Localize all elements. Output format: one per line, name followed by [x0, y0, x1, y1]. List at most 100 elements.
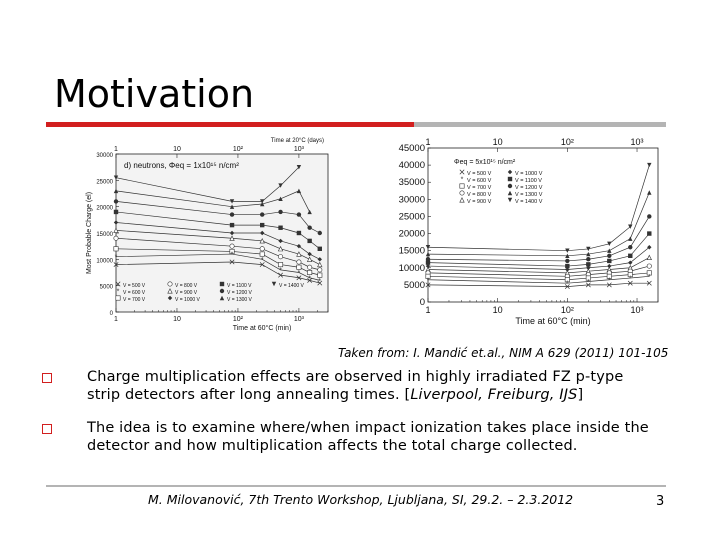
data-point	[278, 254, 284, 260]
legend-marker	[115, 281, 121, 287]
data-point	[628, 224, 633, 229]
data-point	[317, 257, 322, 262]
data-point	[628, 253, 633, 258]
figure-left-chart: 0 5000 10000 15000 20000 25000 30000 1 1 10 10 10² 1…	[82, 136, 334, 340]
data-point	[307, 238, 312, 244]
data-point	[606, 273, 612, 279]
data-point	[296, 264, 302, 270]
series-line	[427, 233, 650, 267]
data-point	[260, 230, 265, 236]
data-point	[317, 230, 322, 236]
top-x-tick-label: 10²	[561, 137, 574, 147]
data-point	[646, 270, 652, 276]
data-point	[425, 263, 431, 269]
legend-entry: V = 1000 V	[175, 297, 201, 303]
y-tick-label: 5000	[100, 285, 114, 291]
x-axis-label: Time at 60°C (min)	[233, 324, 292, 332]
data-point	[425, 245, 431, 250]
legend-entry: V = 800 V	[175, 283, 198, 289]
data-point: *	[427, 277, 430, 284]
data-point	[425, 251, 431, 257]
data-point	[627, 280, 633, 286]
data-point	[296, 251, 302, 257]
series-line	[115, 253, 320, 281]
data-point: *	[298, 270, 301, 277]
data-point	[259, 262, 265, 268]
data-point	[586, 246, 591, 252]
data-point	[565, 253, 570, 258]
y-tick-label: 20000	[399, 229, 425, 240]
data-point	[296, 164, 302, 170]
data-point	[229, 212, 235, 217]
data-point	[296, 188, 302, 194]
data-point	[647, 231, 652, 236]
series-line	[427, 282, 650, 287]
x-tick-label: 10	[493, 305, 503, 315]
data-point	[646, 280, 652, 286]
data-point	[278, 183, 283, 188]
series-line	[427, 246, 650, 270]
data-point: *	[261, 257, 264, 264]
data-point	[306, 256, 313, 262]
data-point	[647, 214, 652, 219]
top-x-tick-label: 10	[493, 137, 503, 147]
data-point	[647, 162, 652, 168]
x-tick-label: 1	[425, 305, 430, 315]
data-point	[585, 282, 591, 288]
data-point	[425, 282, 431, 288]
data-point	[317, 280, 323, 286]
bullet-1-end: ]	[577, 387, 584, 403]
y-tick-label: 35000	[399, 177, 425, 188]
bullet-text-2: The idea is to examine where/when impact…	[87, 419, 677, 455]
y-tick-label: 0	[110, 311, 114, 317]
top-x-tick-label: 10²	[233, 146, 244, 153]
legend-marker	[219, 281, 225, 287]
bullet-text-1: Charge multiplication effects are observ…	[87, 368, 677, 404]
data-point	[229, 259, 235, 265]
data-point	[607, 248, 612, 253]
data-point: *	[231, 252, 234, 259]
legend-entry: V = 1300 V	[227, 297, 253, 303]
data-point	[564, 284, 570, 290]
legend-marker	[167, 281, 173, 287]
legend-entry: V = 1400 V	[279, 283, 305, 289]
legend-entry: V = 700 V	[467, 185, 492, 191]
data-point	[307, 270, 313, 276]
legend-entry: V = 900 V	[467, 199, 492, 205]
data-point	[586, 257, 591, 262]
bullet-1-line-b: strip detectors after long annealing tim…	[87, 387, 411, 403]
data-point	[113, 175, 119, 180]
data-point	[628, 245, 633, 250]
data-point	[646, 254, 652, 261]
y-tick-label: 5000	[404, 280, 425, 291]
legend-entry: V = 1200 V	[227, 290, 253, 296]
legend-entry: V = 500 V	[123, 283, 146, 289]
data-point	[278, 209, 283, 215]
legend-entry: V = 1100 V	[515, 178, 542, 184]
data-point	[229, 243, 235, 249]
x-axis-label: Time at 60°C (min)	[515, 316, 590, 326]
y-tick-label: 15000	[399, 246, 425, 257]
data-point	[307, 277, 313, 283]
data-point	[229, 199, 235, 204]
bullet-marker-2	[42, 424, 52, 434]
data-point	[565, 263, 570, 269]
data-point	[628, 260, 633, 265]
title-underline	[46, 122, 666, 127]
data-point	[260, 201, 265, 207]
legend-marker	[219, 295, 225, 301]
footer-rule	[46, 485, 666, 487]
data-point: *	[629, 276, 632, 283]
data-point: *	[279, 267, 282, 274]
legend-entry: V = 600 V	[123, 290, 146, 296]
data-point	[113, 246, 119, 252]
data-point: *	[608, 277, 611, 284]
data-point	[307, 225, 312, 230]
data-point	[259, 251, 265, 257]
data-point	[317, 267, 323, 273]
legend-marker	[271, 281, 277, 287]
data-point	[259, 238, 265, 244]
data-point	[307, 251, 312, 257]
x-tick-label: 10³	[631, 305, 644, 315]
data-point	[425, 260, 431, 265]
